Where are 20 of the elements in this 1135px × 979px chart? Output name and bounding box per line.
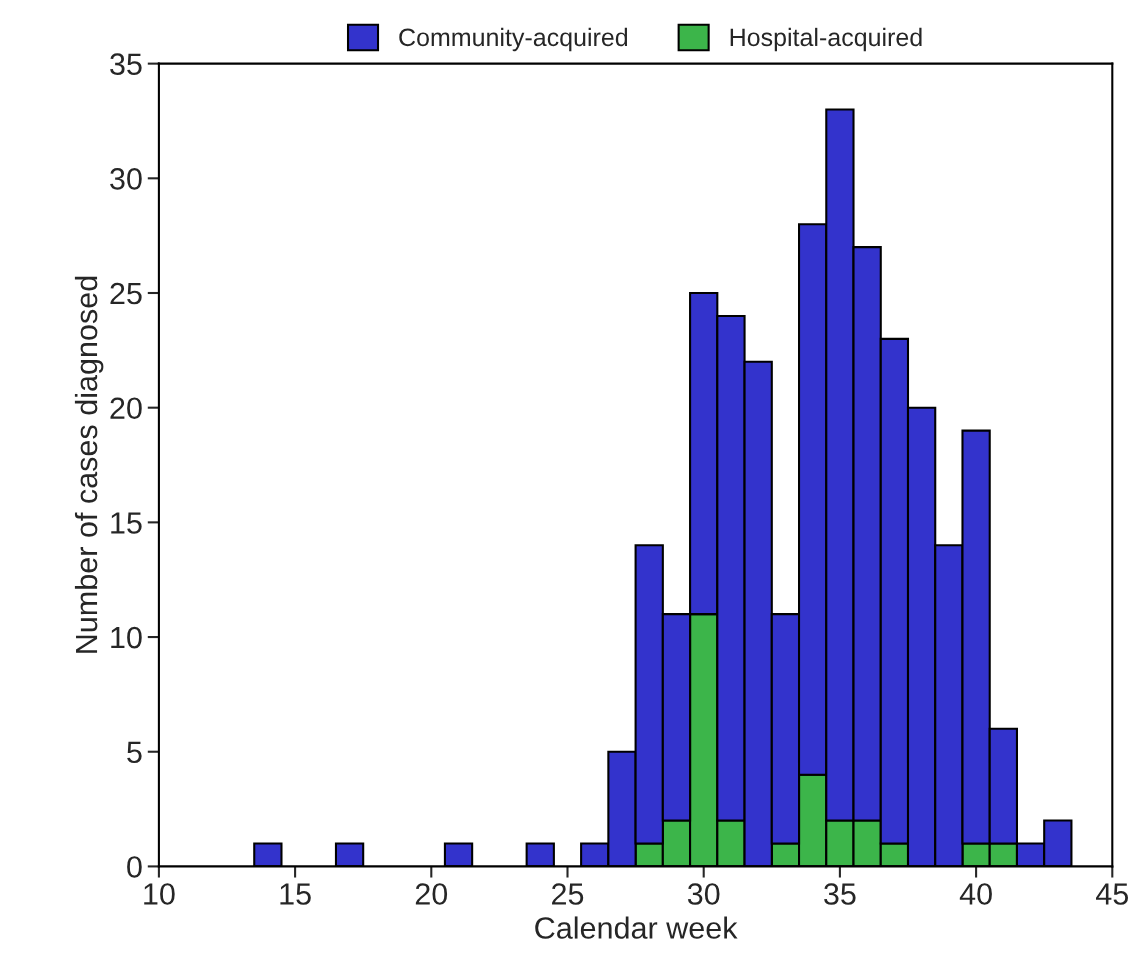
- y-tick-label: 25: [110, 282, 142, 305]
- x-tick-label: 25: [552, 883, 584, 905]
- x-axis-title: Calendar week: [535, 916, 738, 939]
- y-tick-label: 0: [127, 856, 142, 878]
- legend-label: Hospital-acquired: [730, 27, 922, 52]
- x-tick-label: 10: [144, 883, 175, 905]
- y-tick-label: 10: [111, 626, 142, 649]
- x-tick-label: 35: [824, 883, 856, 905]
- y-axis-title: Number of cases diagnosed: [74, 276, 104, 653]
- legend-label: Community-acquired: [399, 27, 628, 52]
- x-tick-label: 40: [959, 883, 992, 905]
- x-tick-label: 15: [280, 883, 311, 905]
- y-tick-label: 35: [110, 53, 142, 76]
- y-tick-label: 20: [110, 397, 142, 420]
- y-tick-label: 5: [127, 741, 142, 764]
- x-tick-label: 20: [415, 883, 448, 905]
- y-tick-label: 15: [111, 512, 142, 534]
- x-tick-label: 30: [687, 883, 720, 905]
- y-tick-label: 30: [110, 168, 142, 190]
- x-tick-label: 45: [1096, 883, 1129, 905]
